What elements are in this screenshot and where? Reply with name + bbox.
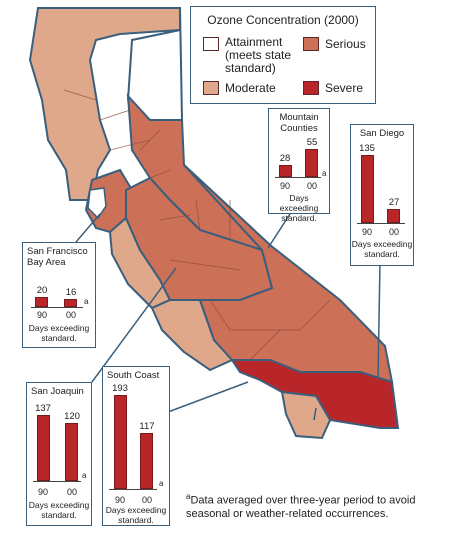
bar-00: [64, 299, 77, 307]
bar-value-00: 16: [65, 287, 77, 298]
bar-00: [140, 433, 153, 489]
legend: Ozone Concentration (2000) Attainment (m…: [190, 6, 376, 104]
leader-lines: [75, 213, 381, 421]
swatch-moderate: [203, 81, 219, 95]
bar-90: [114, 395, 127, 489]
legend-title: Ozone Concentration (2000): [207, 13, 359, 27]
panel-san-joaquin: San Joaquin 137 120 a 90 00 Days exceedi…: [26, 382, 92, 526]
panel-sf-bay-area: San Francisco Bay Area 20 16 a 90 00 Day…: [22, 242, 96, 348]
panel-mountain-counties: Mountain Counties 28 55 a 90 00 Days exc…: [268, 108, 330, 223]
bar-00: [305, 149, 318, 177]
year-label-90: 90: [36, 310, 47, 320]
bar-value-00: 120: [64, 411, 80, 422]
baseline: [357, 223, 405, 224]
region-north-coast: [28, 7, 181, 201]
bar-value-90: 135: [359, 143, 375, 154]
year-label-00: 00: [65, 310, 76, 320]
footnote-mark: a: [84, 297, 89, 306]
year-label-00: 00: [141, 495, 152, 505]
baseline: [109, 489, 157, 490]
baseline: [33, 481, 81, 482]
bar-90: [361, 155, 374, 223]
legend-label-serious: Serious: [325, 37, 366, 51]
bar-value-00: 117: [139, 421, 155, 432]
legend-label-attainment: Attainment (meets state standard): [225, 35, 292, 75]
baseline: [31, 307, 83, 308]
footnote-mark: a: [159, 479, 164, 488]
bar-value-90: 193: [112, 383, 128, 394]
bar-value-00: 55: [306, 137, 318, 148]
legend-label-moderate: Moderate: [225, 81, 276, 95]
swatch-severe: [303, 81, 319, 95]
year-label-90: 90: [361, 227, 372, 237]
year-label-00: 00: [388, 227, 399, 237]
bar-value-00: 27: [388, 197, 400, 208]
year-label-00: 00: [306, 181, 317, 191]
panel-caption: Days exceeding standard.: [105, 505, 167, 525]
footnote-mark: a: [82, 471, 87, 480]
year-label-90: 90: [279, 181, 290, 191]
legend-label-severe: Severe: [325, 81, 364, 95]
region-san-diego: [280, 390, 332, 440]
bar-value-90: 28: [279, 153, 291, 164]
panel-south-coast: South Coast 193 117 a 90 00 Days exceedi…: [102, 366, 170, 526]
panel-caption: Days exceeding standard.: [28, 500, 90, 520]
panel-title: San Diego: [359, 128, 405, 139]
baseline: [275, 177, 321, 178]
panel-title: South Coast: [107, 370, 160, 381]
swatch-serious: [303, 37, 319, 51]
county-lines: [63, 89, 331, 361]
bar-90: [35, 297, 48, 307]
footnote: aData averaged over three-year period to…: [186, 490, 426, 521]
panel-caption: Days exceeding standard.: [279, 193, 319, 223]
panel-title: San Joaquin: [31, 386, 84, 397]
year-label-00: 00: [66, 487, 77, 497]
region-bay-attainment: [87, 187, 107, 220]
bar-90: [279, 165, 292, 177]
panel-title: San Francisco Bay Area: [27, 246, 88, 268]
swatch-attainment: [203, 37, 219, 51]
panel-caption: Days exceeding standard.: [28, 323, 90, 343]
year-label-90: 90: [114, 495, 125, 505]
bar-value-90: 137: [35, 403, 51, 414]
footnote-mark: a: [186, 492, 191, 501]
footnote-mark: a: [322, 169, 327, 178]
year-label-90: 90: [37, 487, 48, 497]
panel-san-diego: San Diego 135 27 90 00 Days exceeding st…: [350, 124, 414, 266]
panel-caption: Days exceeding standard.: [351, 239, 413, 259]
bar-value-90: 20: [36, 285, 48, 296]
bar-90: [37, 415, 50, 481]
panel-title: Mountain Counties: [279, 112, 319, 134]
footnote-text: Data averaged over three-year period to …: [186, 494, 416, 520]
bar-00: [387, 209, 400, 223]
bar-00: [65, 423, 78, 481]
region-south-coast: [230, 359, 400, 429]
